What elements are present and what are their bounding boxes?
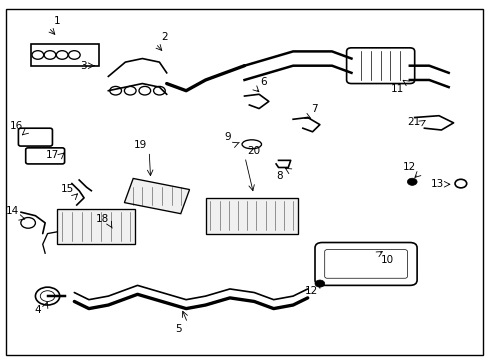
Text: 21: 21	[406, 117, 420, 127]
Text: 12: 12	[304, 286, 317, 296]
Text: 10: 10	[380, 255, 393, 265]
Text: 17: 17	[46, 150, 60, 160]
Text: 20: 20	[246, 146, 260, 156]
Text: 4: 4	[35, 305, 41, 315]
Text: 5: 5	[175, 324, 182, 334]
Text: 16: 16	[9, 121, 22, 131]
Text: 8: 8	[276, 171, 282, 181]
Text: 13: 13	[429, 179, 443, 189]
Text: 12: 12	[403, 162, 416, 172]
Text: 11: 11	[390, 84, 404, 94]
Text: 18: 18	[95, 214, 108, 224]
Text: 3: 3	[80, 61, 86, 71]
Text: 7: 7	[310, 104, 317, 114]
Text: 2: 2	[161, 32, 167, 42]
Text: 6: 6	[260, 77, 267, 87]
Bar	[30, 44, 99, 66]
Text: 1: 1	[54, 16, 61, 26]
Bar	[57, 208, 135, 244]
Text: 19: 19	[134, 140, 147, 150]
Text: 14: 14	[5, 206, 19, 216]
Bar	[124, 179, 189, 214]
Text: 15: 15	[61, 184, 74, 194]
Circle shape	[314, 280, 324, 287]
Text: 9: 9	[224, 132, 231, 142]
Circle shape	[407, 178, 416, 185]
Bar	[205, 198, 297, 234]
